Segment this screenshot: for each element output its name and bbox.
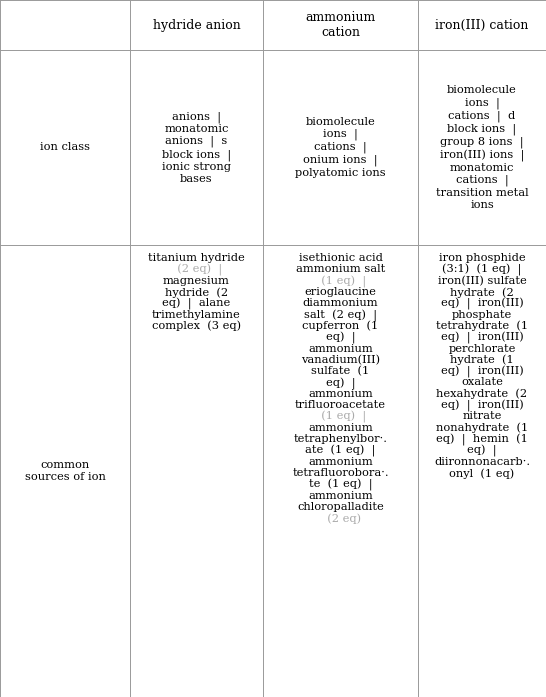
Text: diammonium: diammonium bbox=[302, 298, 378, 308]
Text: (1 eq)  |: (1 eq) | bbox=[314, 275, 366, 288]
Text: hexahydrate  (2: hexahydrate (2 bbox=[436, 389, 527, 399]
Text: eq)  |: eq) | bbox=[325, 378, 355, 390]
Text: sulfate  (1: sulfate (1 bbox=[311, 366, 370, 376]
Text: tetrafluorobora·.: tetrafluorobora·. bbox=[292, 468, 389, 478]
Text: chloropalladite: chloropalladite bbox=[297, 502, 384, 512]
Text: eq)  |  iron(III): eq) | iron(III) bbox=[441, 298, 524, 310]
Text: eq)  |: eq) | bbox=[467, 445, 497, 457]
Text: iron(III) cation: iron(III) cation bbox=[435, 19, 529, 31]
Text: eq)  |  alane: eq) | alane bbox=[162, 298, 230, 310]
Text: salt  (2 eq)  |: salt (2 eq) | bbox=[304, 309, 377, 321]
Text: titanium hydride: titanium hydride bbox=[148, 253, 245, 263]
Text: hydrate  (2: hydrate (2 bbox=[450, 287, 514, 298]
Text: ammonium: ammonium bbox=[308, 457, 373, 467]
Text: trimethylamine: trimethylamine bbox=[152, 309, 241, 320]
Text: magnesium: magnesium bbox=[163, 275, 230, 286]
Text: ion class: ion class bbox=[40, 142, 90, 153]
Text: biomolecule
ions  |
cations  |  d
block ions  |
group 8 ions  |
iron(III) ions  : biomolecule ions | cations | d block ion… bbox=[436, 86, 529, 210]
Text: eq)  |  hemin  (1: eq) | hemin (1 bbox=[436, 434, 528, 446]
Text: perchlorate: perchlorate bbox=[448, 344, 515, 353]
Text: ammonium
cation: ammonium cation bbox=[305, 11, 376, 39]
Text: eq)  |  iron(III): eq) | iron(III) bbox=[441, 400, 524, 412]
Text: ate  (1 eq)  |: ate (1 eq) | bbox=[305, 445, 376, 457]
Text: tetraphenylbor·.: tetraphenylbor·. bbox=[294, 434, 388, 444]
Text: trifluoroacetate: trifluoroacetate bbox=[295, 400, 386, 410]
Text: isethionic acid: isethionic acid bbox=[299, 253, 382, 263]
Text: oxalate: oxalate bbox=[461, 378, 503, 388]
Text: hydride anion: hydride anion bbox=[153, 19, 240, 31]
Text: hydride  (2: hydride (2 bbox=[165, 287, 228, 298]
Text: ammonium: ammonium bbox=[308, 344, 373, 353]
Text: ammonium: ammonium bbox=[308, 389, 373, 399]
Text: cupferron  (1: cupferron (1 bbox=[302, 321, 378, 332]
Text: (3:1)  (1 eq)  |: (3:1) (1 eq) | bbox=[442, 264, 522, 277]
Text: onyl  (1 eq): onyl (1 eq) bbox=[449, 468, 515, 479]
Text: (1 eq)  |: (1 eq) | bbox=[314, 411, 366, 424]
Text: ammonium salt: ammonium salt bbox=[296, 264, 385, 275]
Text: iron phosphide: iron phosphide bbox=[438, 253, 525, 263]
Text: eq)  |: eq) | bbox=[325, 332, 355, 344]
Text: te  (1 eq)  |: te (1 eq) | bbox=[308, 480, 372, 491]
Text: ammonium: ammonium bbox=[308, 491, 373, 500]
Text: nitrate: nitrate bbox=[462, 411, 502, 422]
Text: common
sources of ion: common sources of ion bbox=[25, 460, 105, 482]
Text: anions  |
monatomic
anions  |  s
block ions  |
ionic strong
bases: anions | monatomic anions | s block ions… bbox=[162, 112, 231, 184]
Text: complex  (3 eq): complex (3 eq) bbox=[152, 321, 241, 332]
Text: tetrahydrate  (1: tetrahydrate (1 bbox=[436, 321, 528, 332]
Text: nonahydrate  (1: nonahydrate (1 bbox=[436, 423, 528, 434]
Text: eq)  |  iron(III): eq) | iron(III) bbox=[441, 366, 524, 378]
Text: vanadium(III): vanadium(III) bbox=[301, 355, 380, 365]
Text: (2 eq)  |: (2 eq) | bbox=[170, 264, 223, 277]
Text: biomolecule
ions  |
cations  |
onium ions  |
polyatomic ions: biomolecule ions | cations | onium ions … bbox=[295, 117, 386, 178]
Text: eq)  |  iron(III): eq) | iron(III) bbox=[441, 332, 524, 344]
Text: diironnonacarb·.: diironnonacarb·. bbox=[434, 457, 530, 467]
Text: hydrate  (1: hydrate (1 bbox=[450, 355, 514, 365]
Text: phosphate: phosphate bbox=[452, 309, 512, 320]
Text: (2 eq): (2 eq) bbox=[320, 513, 361, 524]
Text: ammonium: ammonium bbox=[308, 423, 373, 433]
Text: iron(III) sulfate: iron(III) sulfate bbox=[438, 275, 526, 286]
Text: erioglaucine: erioglaucine bbox=[305, 287, 376, 297]
